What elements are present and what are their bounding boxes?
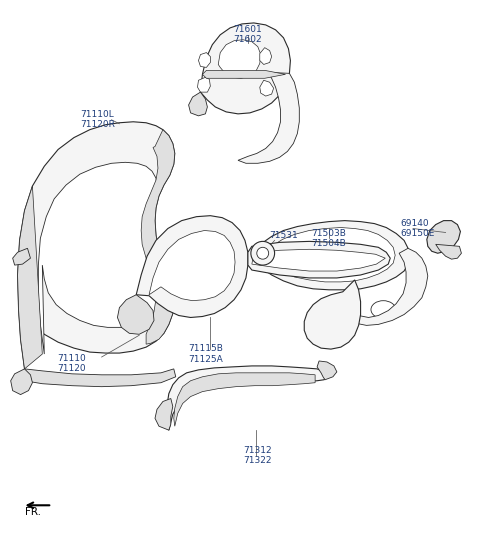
Polygon shape bbox=[38, 162, 159, 354]
Text: 71531: 71531 bbox=[270, 230, 299, 240]
Text: 71110L
71120R: 71110L 71120R bbox=[80, 110, 115, 129]
Text: 71110
71120: 71110 71120 bbox=[57, 354, 86, 374]
Polygon shape bbox=[24, 369, 176, 387]
Polygon shape bbox=[201, 23, 290, 114]
Polygon shape bbox=[167, 366, 327, 430]
Polygon shape bbox=[260, 80, 274, 96]
Text: 71115B
71125A: 71115B 71125A bbox=[189, 344, 224, 364]
Polygon shape bbox=[260, 48, 272, 65]
Text: FR.: FR. bbox=[24, 507, 40, 517]
Polygon shape bbox=[189, 92, 207, 116]
Text: 71503B
71504B: 71503B 71504B bbox=[311, 229, 346, 248]
Polygon shape bbox=[252, 249, 385, 271]
Polygon shape bbox=[248, 241, 390, 278]
Polygon shape bbox=[11, 369, 33, 394]
Circle shape bbox=[251, 241, 275, 265]
Polygon shape bbox=[149, 230, 235, 301]
Polygon shape bbox=[174, 373, 315, 426]
Polygon shape bbox=[199, 53, 210, 67]
Polygon shape bbox=[427, 220, 460, 253]
Polygon shape bbox=[136, 216, 248, 317]
Polygon shape bbox=[18, 122, 175, 369]
Polygon shape bbox=[155, 399, 173, 430]
Polygon shape bbox=[304, 280, 360, 349]
Ellipse shape bbox=[371, 301, 396, 318]
Polygon shape bbox=[436, 245, 461, 259]
Text: 71601
71602: 71601 71602 bbox=[234, 25, 262, 44]
Polygon shape bbox=[218, 40, 261, 78]
Circle shape bbox=[257, 247, 269, 259]
Polygon shape bbox=[118, 295, 154, 334]
Polygon shape bbox=[353, 248, 428, 325]
Polygon shape bbox=[18, 186, 42, 369]
Polygon shape bbox=[238, 72, 300, 164]
Polygon shape bbox=[12, 248, 30, 265]
Polygon shape bbox=[264, 228, 395, 282]
Polygon shape bbox=[255, 220, 410, 290]
Polygon shape bbox=[317, 361, 337, 380]
Polygon shape bbox=[141, 130, 175, 344]
Text: 71312
71322: 71312 71322 bbox=[243, 446, 272, 465]
Polygon shape bbox=[197, 77, 210, 92]
Polygon shape bbox=[203, 71, 286, 78]
Text: 69140
69150E: 69140 69150E bbox=[400, 219, 434, 238]
